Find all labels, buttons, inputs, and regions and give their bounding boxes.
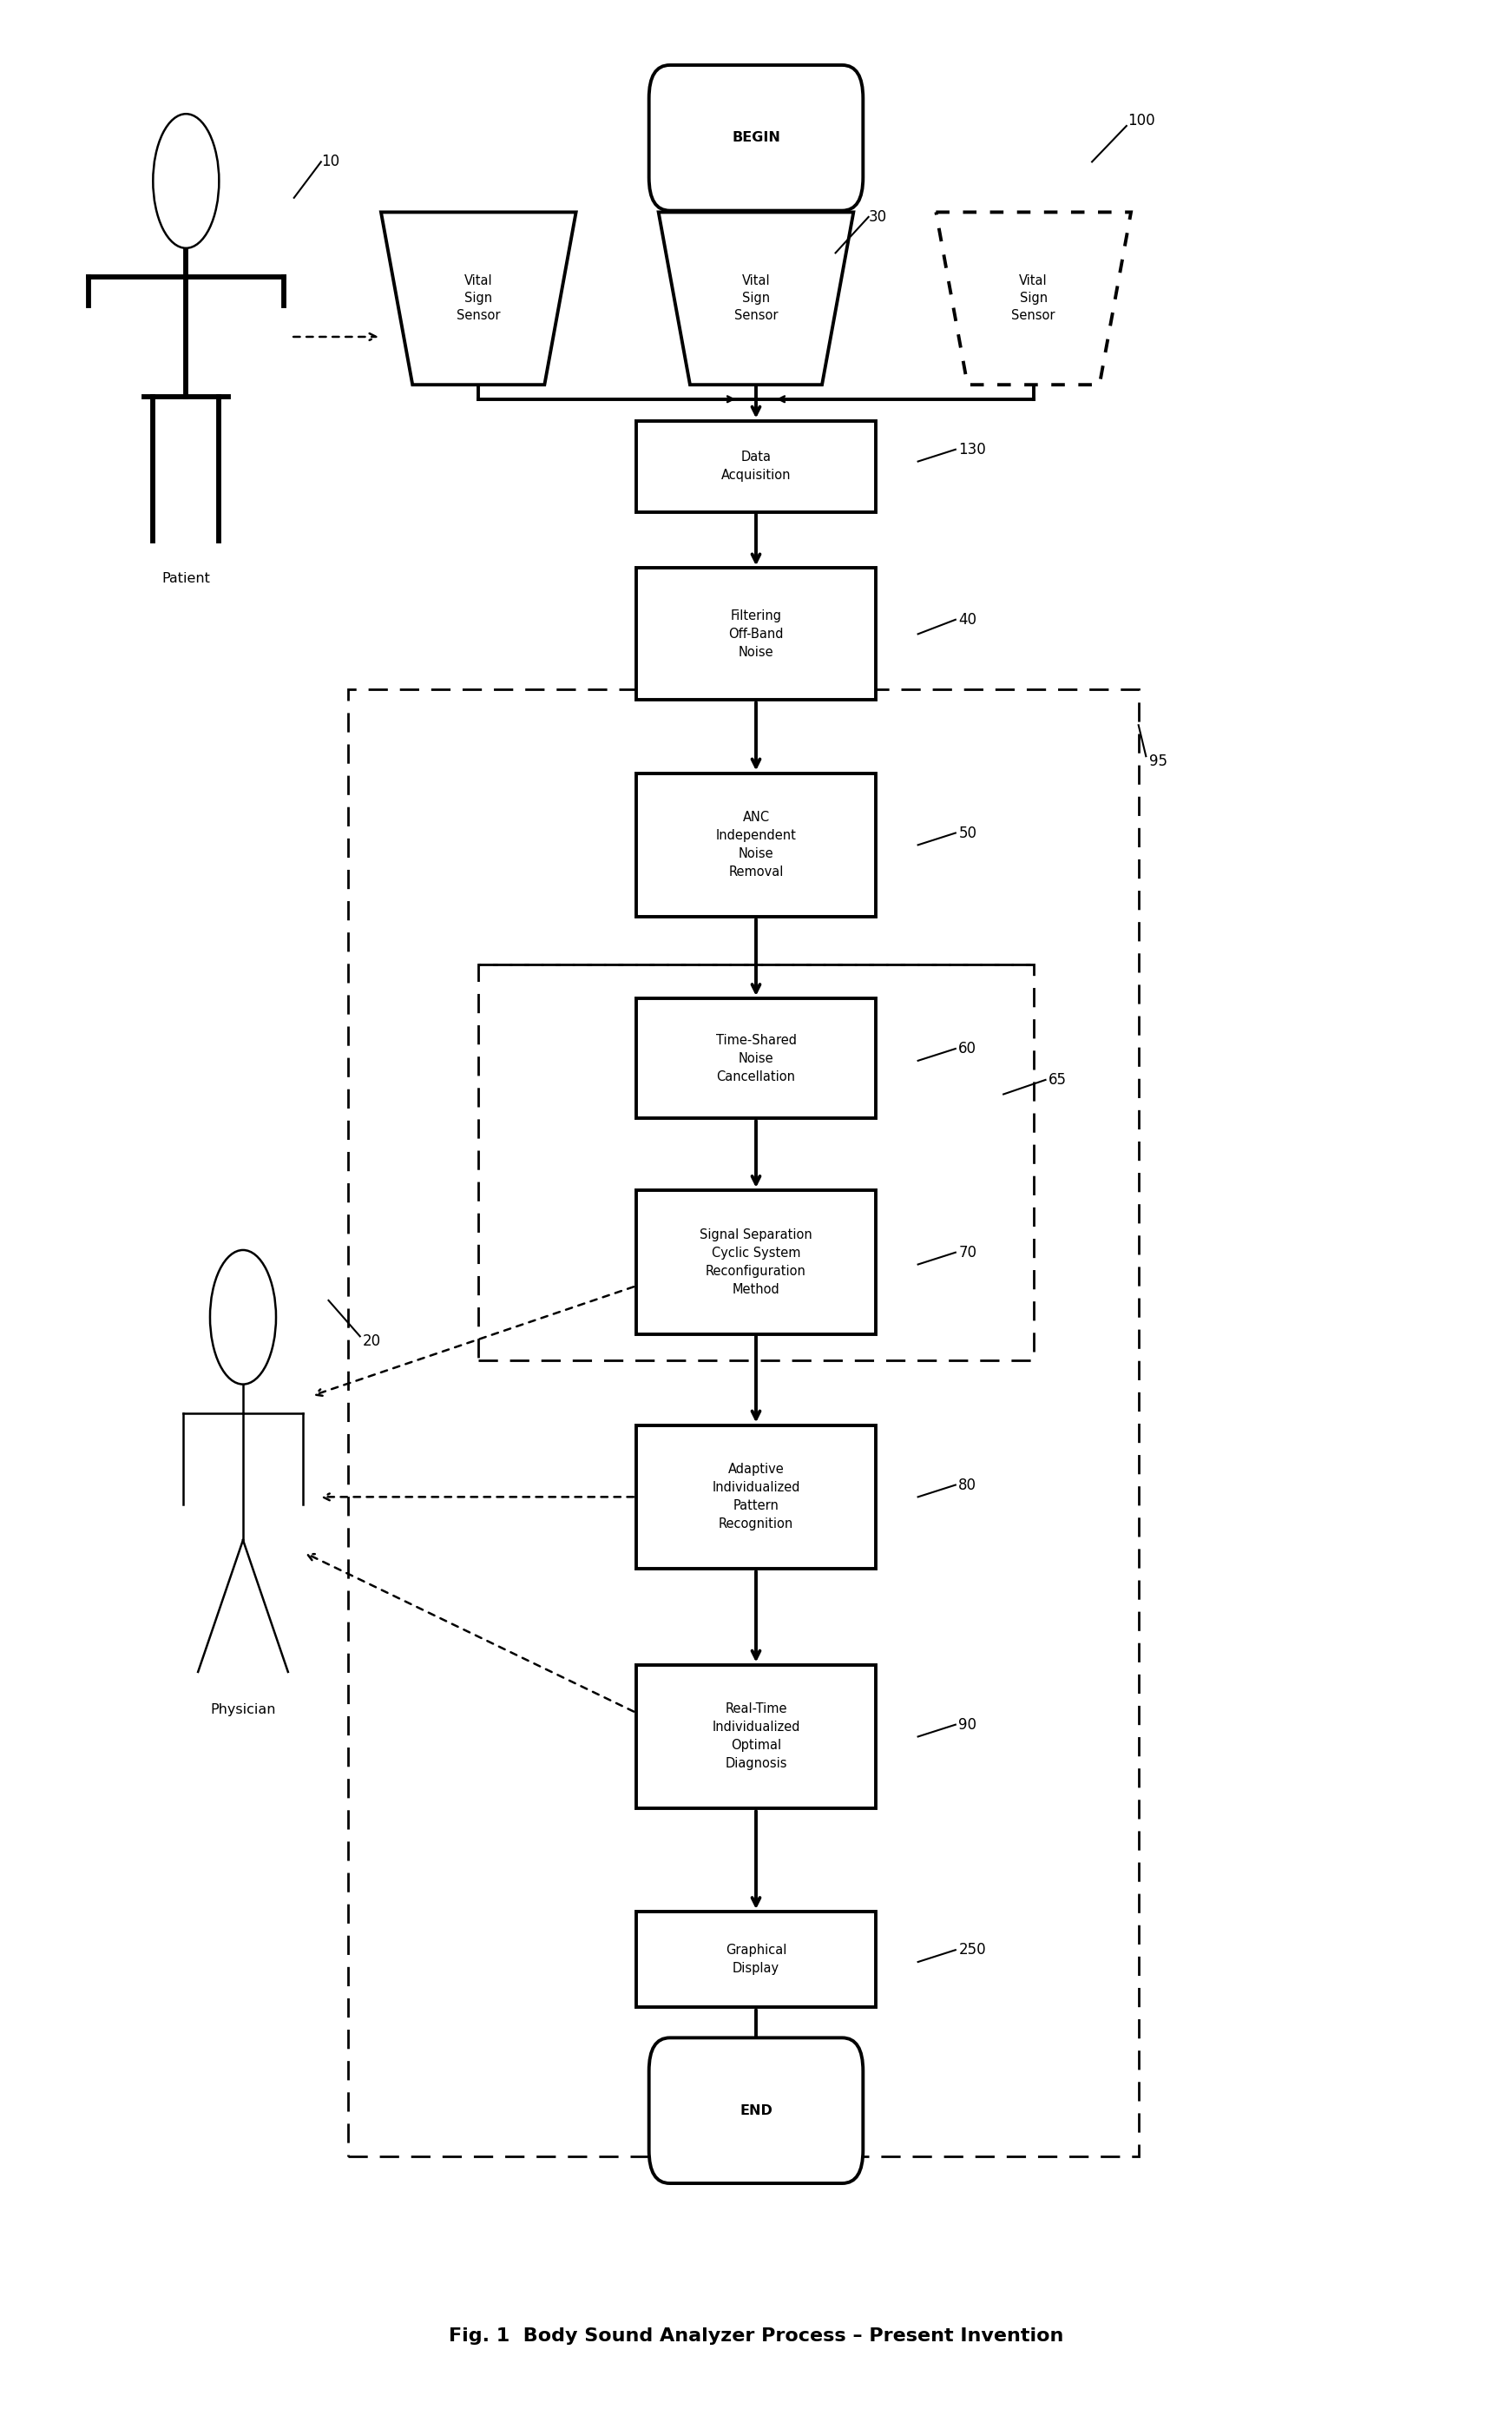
Text: 50: 50 (959, 826, 977, 841)
Text: Vital
Sign
Sensor: Vital Sign Sensor (735, 275, 777, 323)
Polygon shape (659, 212, 853, 385)
Text: 65: 65 (1048, 1072, 1067, 1089)
Text: 20: 20 (363, 1332, 381, 1349)
Polygon shape (381, 212, 576, 385)
Text: 40: 40 (959, 612, 977, 626)
Text: BEGIN: BEGIN (732, 132, 780, 145)
Bar (637, 1190, 875, 1335)
Text: Real-Time
Individualized
Optimal
Diagnosis: Real-Time Individualized Optimal Diagnos… (712, 1703, 800, 1771)
Bar (637, 1913, 875, 2007)
Text: ANC
Independent
Noise
Removal: ANC Independent Noise Removal (715, 812, 797, 879)
Bar (637, 422, 875, 511)
Bar (478, 966, 1034, 1361)
Bar (637, 569, 875, 701)
Text: 80: 80 (959, 1477, 977, 1494)
Bar (637, 1665, 875, 1809)
Text: Vital
Sign
Sensor: Vital Sign Sensor (1012, 275, 1055, 323)
Text: END: END (739, 2103, 773, 2118)
Text: Vital
Sign
Sensor: Vital Sign Sensor (457, 275, 500, 323)
Text: Patient: Patient (162, 571, 210, 585)
Bar (637, 1426, 875, 1568)
Text: Graphical
Display: Graphical Display (726, 1944, 786, 1975)
Text: 95: 95 (1149, 754, 1167, 768)
Bar (637, 997, 875, 1118)
Text: 100: 100 (1128, 113, 1155, 130)
FancyBboxPatch shape (649, 2038, 863, 2183)
Text: Filtering
Off-Band
Noise: Filtering Off-Band Noise (729, 609, 783, 658)
Text: 70: 70 (959, 1245, 977, 1260)
Text: 60: 60 (959, 1041, 977, 1058)
FancyBboxPatch shape (649, 65, 863, 210)
Text: Signal Separation
Cyclic System
Reconfiguration
Method: Signal Separation Cyclic System Reconfig… (700, 1229, 812, 1296)
Text: 130: 130 (959, 441, 986, 458)
Text: Fig. 1  Body Sound Analyzer Process – Present Invention: Fig. 1 Body Sound Analyzer Process – Pre… (449, 2327, 1063, 2344)
Text: 250: 250 (959, 1942, 986, 1959)
Bar (637, 773, 875, 918)
Text: Adaptive
Individualized
Pattern
Recognition: Adaptive Individualized Pattern Recognit… (712, 1462, 800, 1530)
Text: Physician: Physician (210, 1703, 275, 1715)
Text: 10: 10 (321, 154, 339, 169)
Text: Time-Shared
Noise
Cancellation: Time-Shared Noise Cancellation (715, 1033, 797, 1084)
Bar (348, 689, 1139, 2156)
Text: 90: 90 (959, 1718, 977, 1732)
Text: 30: 30 (868, 210, 888, 224)
Polygon shape (936, 212, 1131, 385)
Text: Data
Acquisition: Data Acquisition (721, 450, 791, 482)
